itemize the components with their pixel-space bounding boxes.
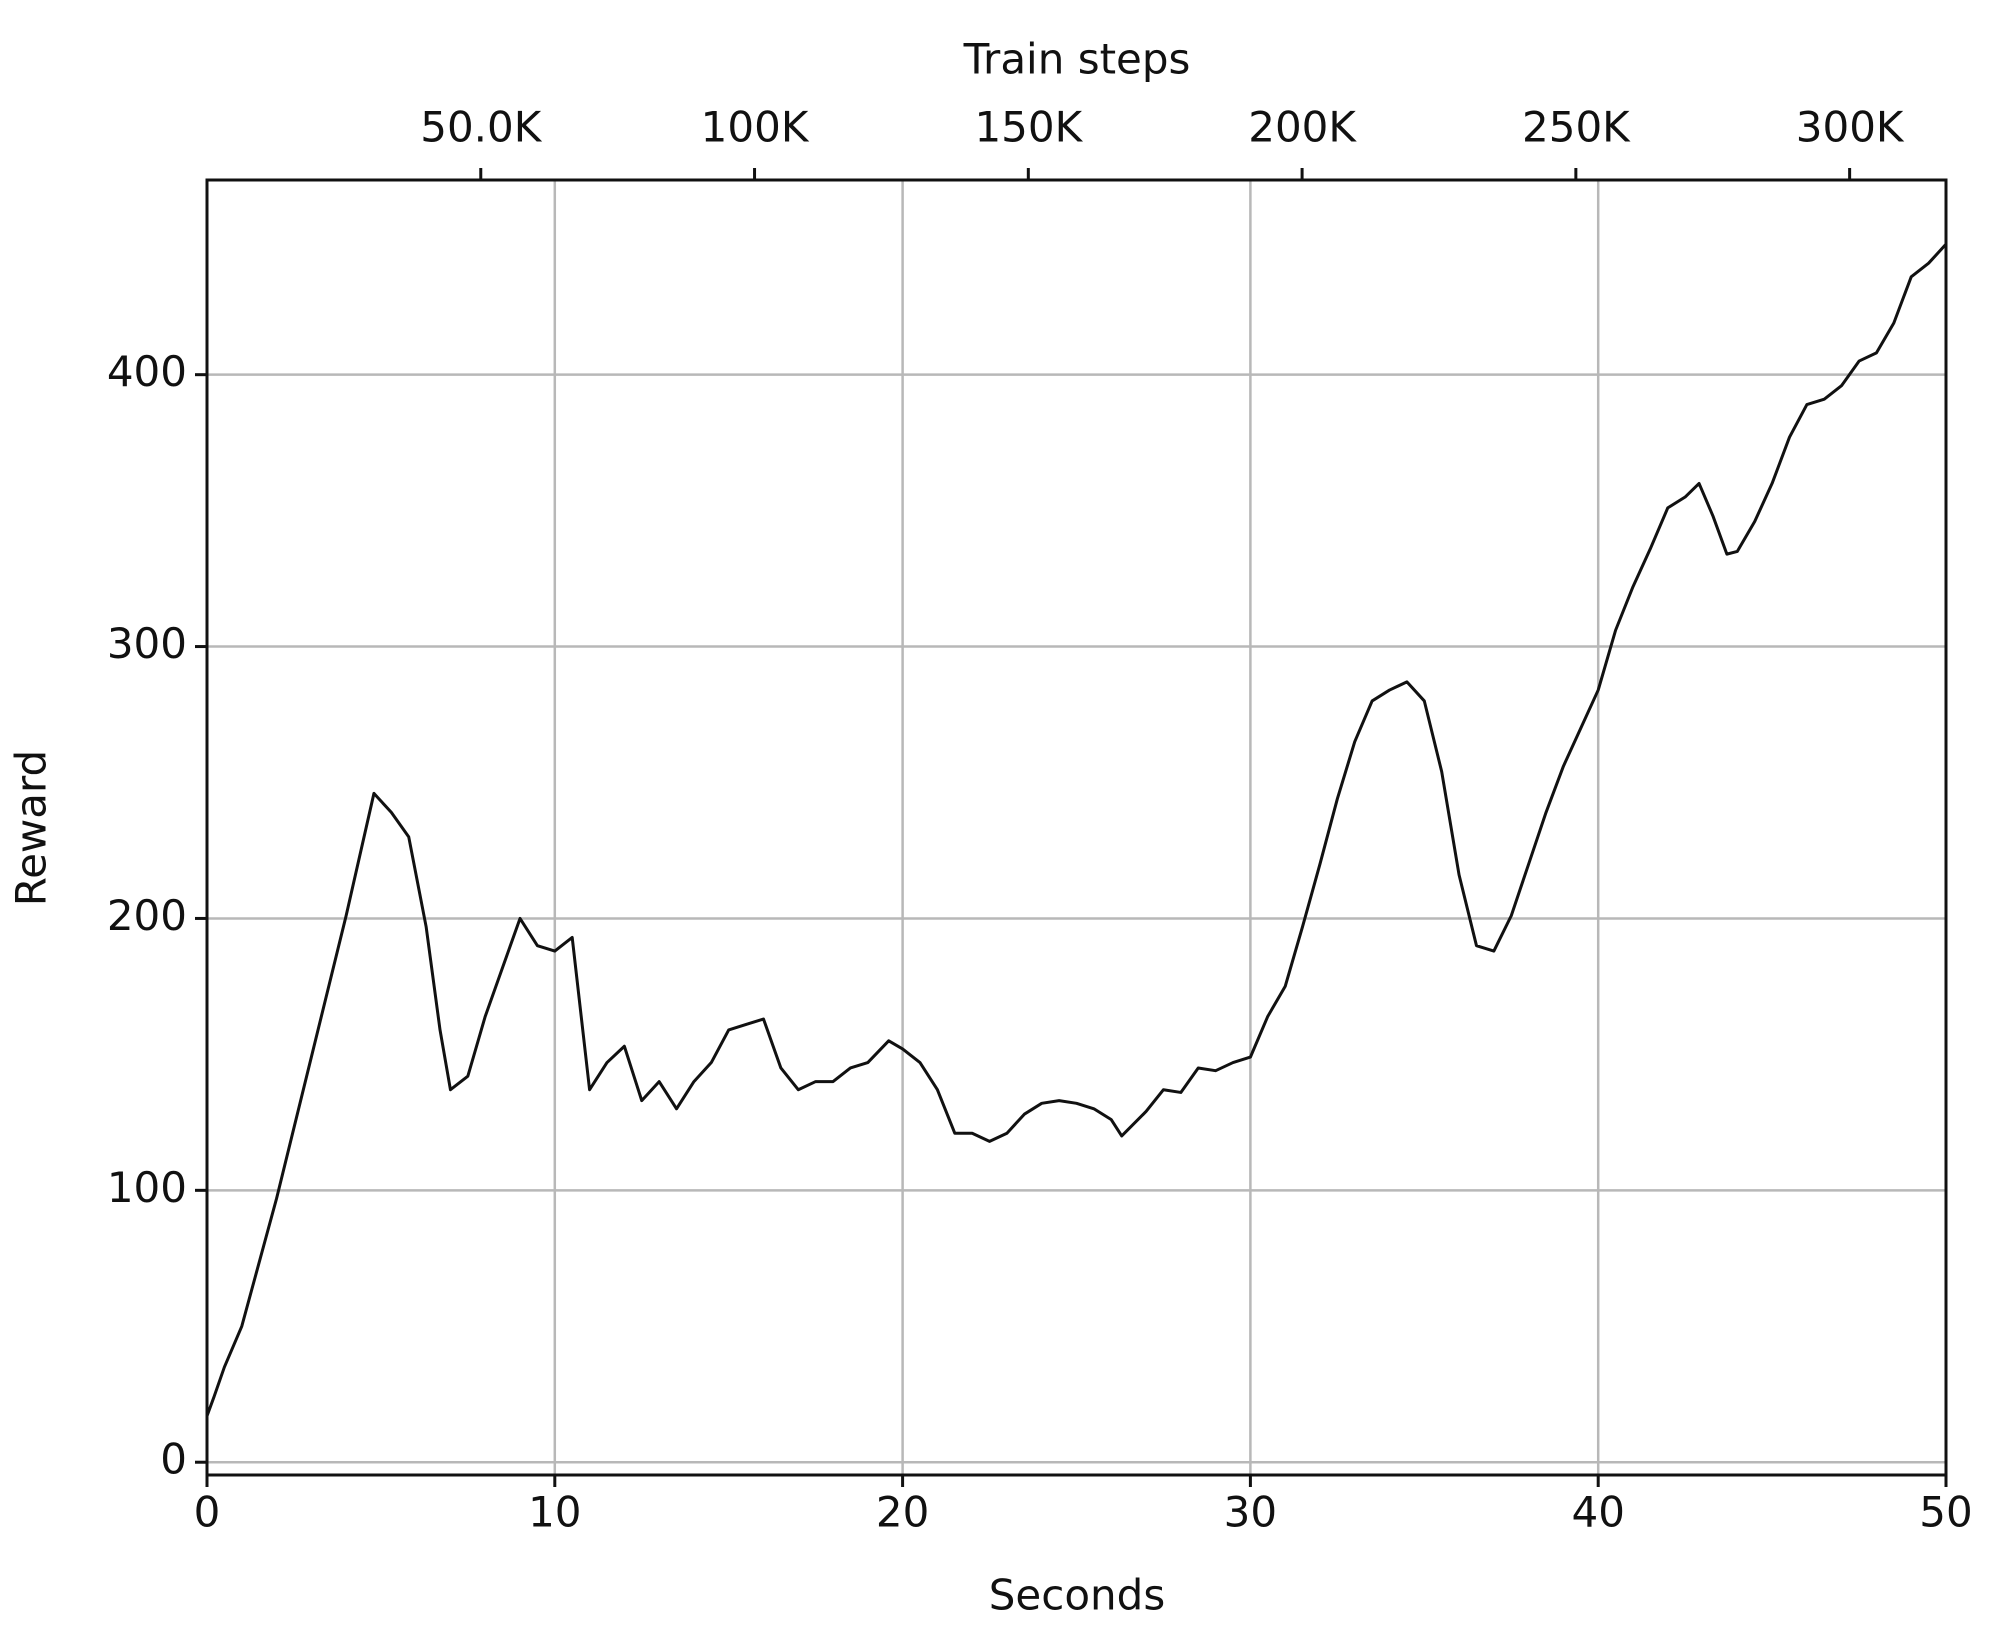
x2-tick-label: 100K xyxy=(701,103,810,152)
y-tick-label: 200 xyxy=(107,891,187,940)
x-tick-label: 0 xyxy=(194,1488,221,1537)
x-tick-label: 30 xyxy=(1224,1488,1277,1537)
x2-tick-label: 250K xyxy=(1522,103,1631,152)
x2-tick-label: 300K xyxy=(1796,103,1905,152)
x-tick-label: 50 xyxy=(1919,1488,1972,1537)
data-line xyxy=(205,243,1948,1417)
y-axis-label: Reward xyxy=(7,750,56,906)
x-tick-label: 10 xyxy=(528,1488,581,1537)
x2-tick-label: 200K xyxy=(1248,103,1357,152)
y-tick-label: 300 xyxy=(107,619,187,668)
plot-frame xyxy=(205,178,1948,1477)
x2-axis-label: Train steps xyxy=(963,35,1191,84)
x-axis-label: Seconds xyxy=(989,1571,1165,1620)
y-tick-label: 400 xyxy=(107,347,187,396)
x-tick-label: 40 xyxy=(1571,1488,1624,1537)
x2-tick-label: 150K xyxy=(974,103,1083,152)
y-tick-label: 0 xyxy=(160,1435,187,1484)
y-tick-label: 100 xyxy=(107,1163,187,1212)
x2-tick-label: 50.0K xyxy=(420,103,543,152)
x-tick-label: 20 xyxy=(876,1488,929,1537)
